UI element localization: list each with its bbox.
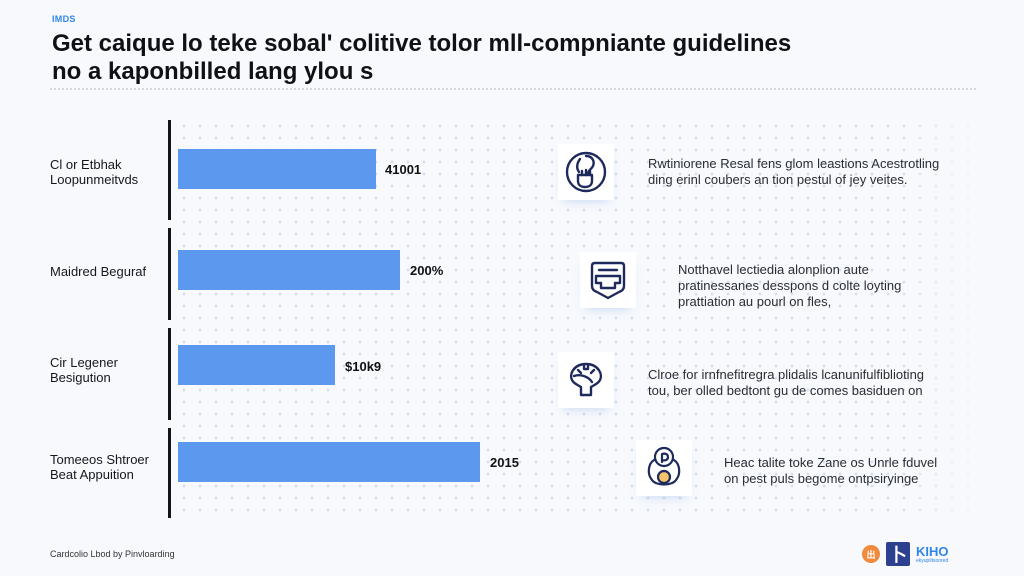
grid-fade bbox=[900, 110, 1024, 530]
chat-bubble-logo-icon: 出 bbox=[862, 545, 880, 563]
row-label-3-line-1: Cir Legener bbox=[50, 355, 118, 370]
page-title: Get caique lo teke sobal' colitive tolor… bbox=[52, 30, 952, 86]
row-label-1-line-1: Cl or Etbhak bbox=[50, 157, 122, 172]
y-axis-segment-3 bbox=[168, 328, 171, 420]
row-description-2: Notthavel lectiedia alonplion aute prati… bbox=[678, 262, 901, 310]
row-label-3-line-2: Besigution bbox=[50, 370, 111, 385]
row-description-2-line-1: Notthavel lectiedia alonplion aute bbox=[678, 262, 869, 277]
row-description-1-line-2: ding erinl coubers an tion pestul of jey… bbox=[648, 172, 908, 187]
y-axis-segment-2 bbox=[168, 228, 171, 320]
row-description-4: Heac talite toke Zane os Unrle fduvel on… bbox=[724, 455, 937, 487]
bar-value-1: 41001 bbox=[385, 162, 422, 177]
footer-logos: 出 卜 KIHO ekyuplitsoored bbox=[862, 542, 949, 566]
row-label-1: Cl or Etbhak Loopunmeitvds bbox=[50, 157, 160, 187]
bar-4 bbox=[178, 442, 480, 482]
row-description-3: Clroe for irnfnefitregra plidalis lcanun… bbox=[648, 367, 924, 399]
title-line-2: no a kaponbilled lang ylou s bbox=[52, 58, 374, 85]
row-description-3-line-1: Clroe for irnfnefitregra plidalis lcanun… bbox=[648, 367, 925, 382]
row-description-4-line-1: Heac talite toke Zane os Unrle fduvel bbox=[724, 455, 938, 470]
icon-card-3 bbox=[558, 352, 614, 408]
brand-wordmark: KIHO ekyuplitsoored bbox=[916, 545, 949, 564]
row-description-1: Rwtiniorene Resal fens glom leastions Ac… bbox=[648, 156, 939, 188]
brand-tagline: ekyuplitsoored bbox=[916, 557, 949, 564]
shield-tray-icon bbox=[590, 261, 626, 300]
bar-1 bbox=[178, 149, 376, 189]
row-description-4-line-2: on pest puls begome ontpsiryinge bbox=[724, 471, 919, 486]
bar-value-4: 2015 bbox=[490, 455, 519, 470]
funnel-gauge-icon bbox=[570, 362, 602, 397]
row-label-3: Cir Legener Besigution bbox=[50, 355, 160, 385]
globe-hand-icon bbox=[565, 151, 607, 193]
eyebrow-label: IMDS bbox=[52, 14, 76, 24]
y-axis-segment-4 bbox=[168, 428, 171, 518]
row-description-2-line-3: prattiation au pourl on fles, bbox=[678, 294, 832, 309]
row-label-2-line-1: Maidred Beguraf bbox=[50, 264, 147, 279]
row-label-1-line-2: Loopunmeitvds bbox=[50, 172, 139, 187]
icon-card-1 bbox=[558, 144, 614, 200]
row-label-4-line-1: Tomeeos Shtroer bbox=[50, 452, 149, 467]
title-line-1: Get caique lo teke sobal' colitive tolor… bbox=[52, 30, 792, 57]
row-description-2-line-2: pratinessanes desspons d colte loyting bbox=[678, 278, 902, 293]
row-description-1-line-1: Rwtiniorene Resal fens glom leastions Ac… bbox=[648, 156, 940, 171]
coin-badge-icon bbox=[647, 446, 681, 486]
row-label-4: Tomeeos Shtroer Beat Appuition bbox=[50, 452, 160, 482]
bar-value-3: $10k9 bbox=[345, 359, 382, 374]
brand-name: KIHO bbox=[916, 543, 949, 559]
row-description-3-line-2: tou, ber olled bedtont gu de comes basid… bbox=[648, 383, 923, 398]
icon-card-4 bbox=[636, 440, 692, 496]
row-label-2: Maidred Beguraf bbox=[50, 264, 160, 279]
y-axis-segment-1 bbox=[168, 120, 171, 220]
icon-card-2 bbox=[580, 252, 636, 308]
footer-note: Cardcolio Lbod by Pinvloarding bbox=[50, 549, 175, 559]
bar-3 bbox=[178, 345, 335, 385]
bar-2 bbox=[178, 250, 400, 290]
row-label-4-line-2: Beat Appuition bbox=[50, 467, 134, 482]
title-divider bbox=[50, 88, 976, 90]
bar-value-2: 200% bbox=[410, 263, 444, 278]
square-brand-logo-icon: 卜 bbox=[886, 542, 910, 566]
